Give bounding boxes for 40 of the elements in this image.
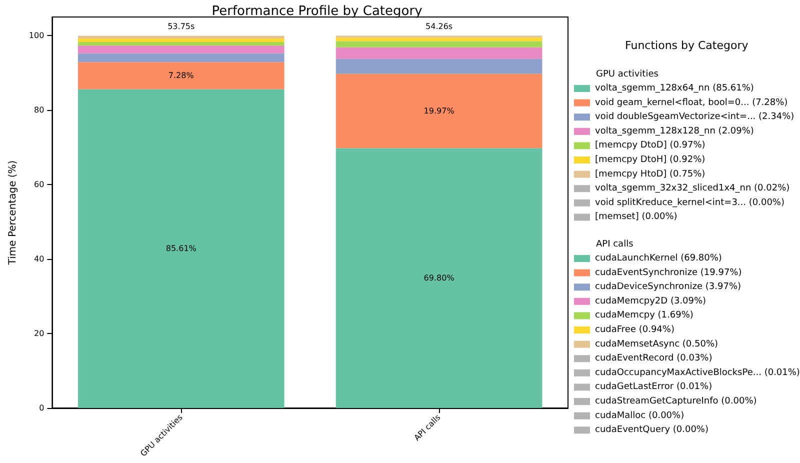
legend-label: void splitKreduce_kernel<int=3... (0.00%) xyxy=(595,198,784,208)
legend-label: cudaMemcpy2D (3.09%) xyxy=(595,296,706,306)
legend-label: volta_sgemm_32x32_sliced1x4_nn (0.02%) xyxy=(595,184,790,194)
data-label: 7.28% xyxy=(168,71,194,80)
annotation: 54.26s xyxy=(426,22,453,32)
y-tick-label: 40 xyxy=(34,254,44,264)
legend-label: [memcpy DtoH] (0.92%) xyxy=(595,155,706,165)
category-label: API calls xyxy=(596,240,634,250)
legend-label: cudaEventSynchronize (19.97%) xyxy=(595,268,742,278)
y-tick-label: 60 xyxy=(34,180,44,190)
y-axis-title: Time Percentage (%) xyxy=(8,160,18,266)
legend-label: void geam_kernel<float, bool=0... (7.28%) xyxy=(595,98,788,108)
legend-label: cudaMalloc (0.00%) xyxy=(595,410,684,421)
category-label: GPU activities xyxy=(596,70,658,80)
annotation: 53.75s xyxy=(168,22,195,32)
y-tick-label: 80 xyxy=(34,106,44,115)
chart-title: Performance Profile by Category xyxy=(212,4,423,19)
y-tick-label: 20 xyxy=(34,329,44,338)
legend-label: cudaEventRecord (0.03%) xyxy=(595,354,712,364)
y-tick-label: 100 xyxy=(28,31,44,40)
legend-label: cudaLaunchKernel (69.80%) xyxy=(595,254,722,264)
data-label: 85.61% xyxy=(166,244,197,254)
legend-label: cudaDeviceSynchronize (3.97%) xyxy=(595,282,742,292)
legend-label: void doubleSgeamVectorize<int=... (2.34%) xyxy=(595,112,794,122)
legend-label: cudaStreamGetCaptureInfo (0.00%) xyxy=(595,396,757,406)
legend-label: cudaMemcpy (1.69%) xyxy=(595,310,694,321)
legend-label: cudaMemsetAsync (0.50%) xyxy=(595,339,718,350)
legend-label: volta_sgemm_128x128_nn (2.09%) xyxy=(595,126,754,136)
legend-label: cudaFree (0.94%) xyxy=(595,325,674,335)
legend-label: cudaGetLastError (0.01%) xyxy=(595,382,712,392)
legend-label: [memset] (0.00%) xyxy=(595,212,678,222)
legend-label: cudaOccupancyMaxActiveBlocksPe... (0.01%) xyxy=(595,368,800,378)
legend-label: volta_sgemm_128x64_nn (85.61%) xyxy=(595,84,754,94)
legend-title: Functions by Category xyxy=(625,39,749,52)
legend-label: [memcpy DtoD] (0.97%) xyxy=(595,140,706,151)
data-label: 19.97% xyxy=(424,106,455,116)
legend-label: cudaEventQuery (0.00%) xyxy=(595,425,708,436)
data-label: 69.80% xyxy=(424,274,455,283)
legend-label: [memcpy HtoD] (0.75%) xyxy=(595,169,706,180)
y-tick-label: 0 xyxy=(39,404,44,412)
